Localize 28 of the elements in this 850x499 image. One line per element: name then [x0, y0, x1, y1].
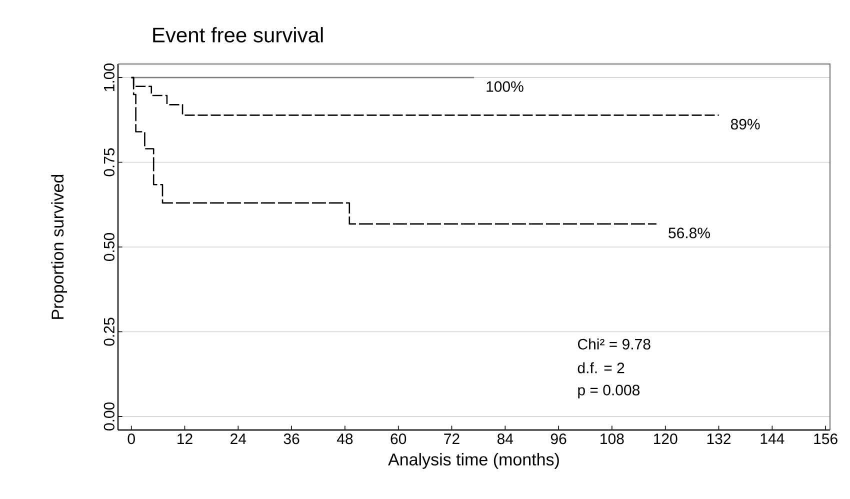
x-tick-label: 108: [600, 434, 624, 444]
y-tick-label: 1.00: [104, 64, 114, 92]
annotation: Chi² = 9.78: [578, 338, 650, 350]
annotation: d.f. = 2: [578, 362, 624, 374]
x-tick-label: 132: [707, 434, 731, 444]
chart-title: Event free survival: [153, 27, 323, 42]
x-axis-title: Analysis time (months): [388, 453, 559, 469]
x-tick-label: 72: [444, 434, 460, 444]
y-tick-label: 0.00: [104, 402, 114, 430]
annotation: 89%: [730, 118, 760, 130]
x-tick-label: 0: [128, 434, 135, 444]
x-tick-label: 36: [284, 434, 300, 444]
y-axis-title: Proportion survived: [51, 174, 67, 319]
y-tick-label: 0.25: [104, 318, 114, 346]
x-tick-label: 24: [230, 434, 246, 444]
x-tick-label: 48: [336, 434, 353, 444]
x-tick-label: 144: [760, 434, 784, 444]
y-tick-label: 0.75: [104, 148, 114, 176]
annotation: 100%: [486, 81, 524, 92]
y-tick-label: 0.50: [104, 233, 114, 262]
annotation: 56.8%: [668, 228, 710, 238]
x-tick-label: 84: [497, 434, 514, 444]
x-tick-label: 60: [390, 434, 406, 444]
x-tick-label: 12: [178, 434, 192, 444]
x-tick-label: 96: [550, 434, 566, 444]
x-tick-label: 156: [814, 434, 838, 444]
annotation: p = 0.008: [578, 384, 640, 398]
x-tick-label: 120: [654, 434, 678, 444]
